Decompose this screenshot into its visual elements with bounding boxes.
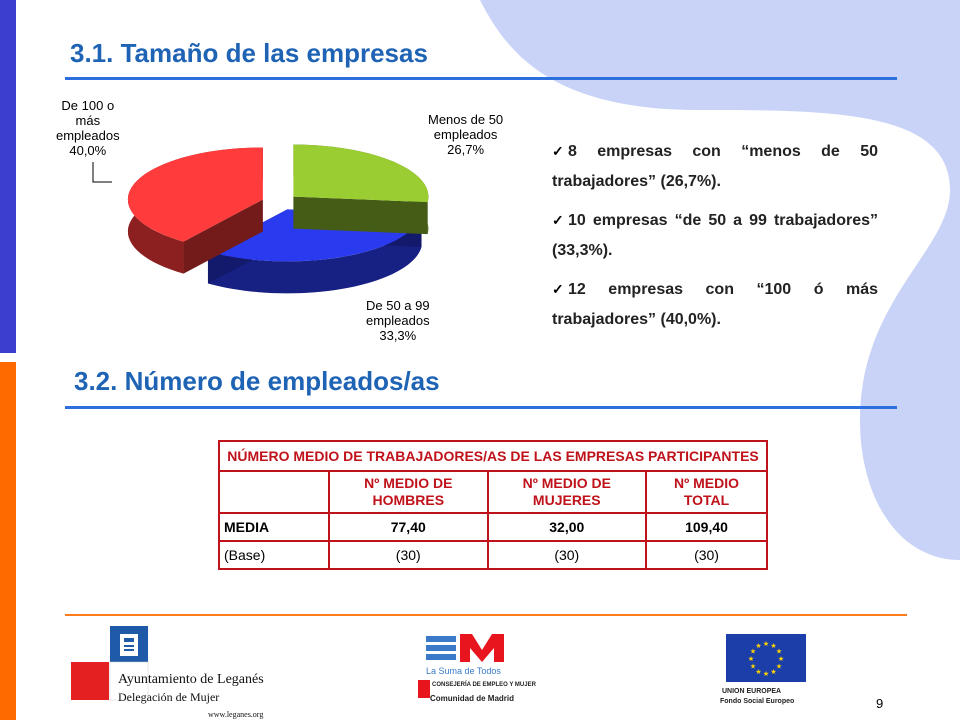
table-title-row: NÚMERO MEDIO DE TRABAJADORES/AS DE LAS E… <box>218 440 768 472</box>
ayuntamiento-emblem-icon <box>71 626 149 701</box>
left-accent-bar-blue <box>0 0 16 353</box>
eu-star-icon: ★ <box>776 648 782 656</box>
company-size-pie-chart <box>127 144 429 294</box>
ayuntamiento-logo: Ayuntamiento de Leganés Delegación de Mu… <box>70 624 270 720</box>
background-curve <box>480 0 960 560</box>
eu-star-icon: ★ <box>763 640 769 648</box>
bullet-text: 12 empresas con “100 ó más trabajadores”… <box>552 281 878 328</box>
table-header-total: Nº MEDIO TOTAL <box>645 470 768 514</box>
table-header-empty <box>218 470 330 514</box>
header-women-line-2: MUJERES <box>532 492 601 508</box>
header-women-line-1: Nº MEDIO DE <box>522 475 611 491</box>
pie-label-5099-value: 33,3% <box>379 328 417 343</box>
pie-label-5099-line-1: De 50 a 99 <box>366 298 430 313</box>
table-cell: 32,00 <box>486 512 648 542</box>
table-cell: 77,40 <box>328 512 489 542</box>
pie-slice-under-50 <box>293 144 429 235</box>
eu-star-icon: ★ <box>770 668 776 676</box>
bullet-list: ✓ 8 empresas con “menos de 50 trabajadore… <box>552 136 878 343</box>
employees-table: NÚMERO MEDIO DE TRABAJADORES/AS DE LAS E… <box>218 440 768 570</box>
table-row: (Base) (30) (30) (30) <box>218 540 768 570</box>
header-men-line-1: Nº MEDIO DE <box>364 475 453 491</box>
table-title: NÚMERO MEDIO DE TRABAJADORES/AS DE LAS E… <box>218 440 768 472</box>
table-row: MEDIA 77,40 32,00 109,40 <box>218 512 768 542</box>
pie-label-50-99: De 50 a 99 empleados 33,3% <box>366 298 430 343</box>
left-accent-bar-orange <box>0 362 16 720</box>
pie-label-100-line-3: empleados <box>56 128 120 143</box>
pie-label-5099-line-2: empleados <box>366 313 430 328</box>
cam-consejeria: CONSEJERÍA DE EMPLEO Y MUJER <box>432 682 536 688</box>
eu-star-icon: ★ <box>770 642 776 650</box>
table-header-women: Nº MEDIO DE MUJERES <box>486 470 648 514</box>
eu-star-icon: ★ <box>750 648 756 656</box>
checkmark-icon: ✓ <box>552 281 564 297</box>
page-number: 9 <box>876 696 884 711</box>
delegacion-name: Delegación de Mujer <box>118 690 220 704</box>
eu-star-icon: ★ <box>755 642 761 650</box>
pie-label-50-line-2: empleados <box>433 127 498 142</box>
cam-small-flag-icon <box>418 680 430 698</box>
pie-label-100-line-2: más <box>75 113 101 128</box>
eu-star-icon: ★ <box>763 670 769 678</box>
table-cell: 109,40 <box>645 512 768 542</box>
table-header-row: Nº MEDIO DE HOMBRES Nº MEDIO DE MUJERES Nº… <box>218 470 768 514</box>
pie-label-under-50: Menos de 50 empleados 26,7% <box>428 112 503 157</box>
table-cell: (30) <box>328 540 489 570</box>
bullet-item: ✓ 12 empresas con “100 ó más trabajadores… <box>552 274 878 335</box>
row-label-media: MEDIA <box>218 512 330 542</box>
header-total-line-2: TOTAL <box>683 492 730 508</box>
pie-label-50-line-1: Menos de 50 <box>428 112 504 127</box>
cam-name: Comunidad de Madrid <box>430 694 514 703</box>
bullet-item: ✓ 10 empresas “de 50 a 99 trabajadores” (… <box>552 205 878 266</box>
eu-name: UNION EUROPEA <box>722 688 782 695</box>
cam-slogan: La Suma de Todos <box>426 666 501 676</box>
table-cell: (30) <box>645 540 768 570</box>
title-rule-1 <box>65 77 897 80</box>
ayuntamiento-url: www.leganes.org <box>208 710 264 719</box>
section-title-employees: 3.2. Número de empleados/as <box>74 366 440 396</box>
pie-label-100-value: 40,0% <box>69 143 107 158</box>
checkmark-icon: ✓ <box>552 143 564 159</box>
eu-star-icon: ★ <box>748 655 754 663</box>
eu-star-icon: ★ <box>755 668 761 676</box>
header-total-line-1: Nº MEDIO <box>674 475 740 491</box>
pie-label-100-plus: De 100 o más empleados 40,0% <box>56 98 120 158</box>
eu-logo: ★ ★ ★ ★ ★ ★ ★ ★ ★ ★ ★ ★ UNION EUROPEA Fondo Social … <box>720 634 822 714</box>
row-label-base: (Base) <box>218 540 330 570</box>
pie-label-leader-line <box>92 162 112 183</box>
bullet-text: 10 empresas “de 50 a 99 trabajadores” (3… <box>552 212 878 259</box>
table-cell: (30) <box>486 540 648 570</box>
comunidad-madrid-logo: La Suma de Todos CONSEJERÍA DE EMPLEO Y … <box>416 628 536 712</box>
bullet-item: ✓ 8 empresas con “menos de 50 trabajadore… <box>552 136 878 197</box>
pie-label-50-value: 26,7% <box>447 142 485 157</box>
eu-star-icon: ★ <box>776 663 782 671</box>
header-men-line-2: HOMBRES <box>372 492 445 508</box>
ayuntamiento-name: Ayuntamiento de Leganés <box>118 672 264 687</box>
cam-logo-icon <box>426 634 504 662</box>
bullet-text: 8 empresas con “menos de 50 trabajadores… <box>552 143 878 190</box>
pie-label-100-line-1: De 100 o <box>61 98 115 113</box>
title-rule-2 <box>65 406 897 409</box>
eu-flag-icon: ★★★★★★★★★ ★ ★★ <box>726 634 806 682</box>
checkmark-icon: ✓ <box>552 212 564 228</box>
eu-star-icon: ★ <box>778 655 784 663</box>
eu-fund: Fondo Social Europeo <box>720 698 795 705</box>
table-header-men: Nº MEDIO DE HOMBRES <box>328 470 489 514</box>
pie-slice-100-plus <box>127 147 263 274</box>
section-title-company-size: 3.1. Tamaño de las empresas <box>70 38 428 68</box>
footer-rule <box>65 614 907 616</box>
eu-star-icon: ★ <box>750 663 756 671</box>
